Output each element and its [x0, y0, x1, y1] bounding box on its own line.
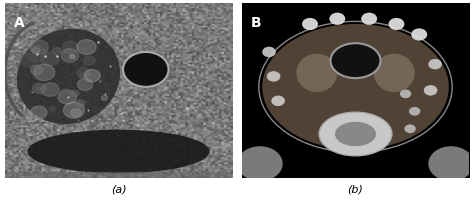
- Circle shape: [30, 107, 47, 119]
- Text: (a): (a): [111, 184, 126, 194]
- Circle shape: [33, 84, 46, 94]
- Circle shape: [271, 96, 285, 106]
- Circle shape: [83, 57, 95, 66]
- Circle shape: [400, 90, 411, 99]
- Circle shape: [70, 55, 75, 59]
- Circle shape: [123, 53, 169, 87]
- Circle shape: [302, 19, 318, 31]
- Circle shape: [237, 146, 283, 181]
- Circle shape: [41, 53, 59, 67]
- Circle shape: [53, 48, 61, 55]
- Circle shape: [404, 125, 416, 134]
- Circle shape: [21, 55, 38, 68]
- Ellipse shape: [374, 54, 415, 93]
- Ellipse shape: [17, 29, 120, 125]
- Circle shape: [26, 46, 47, 63]
- Circle shape: [58, 91, 76, 105]
- Circle shape: [77, 68, 91, 79]
- Circle shape: [34, 65, 55, 81]
- Circle shape: [424, 86, 438, 96]
- Circle shape: [61, 90, 68, 95]
- Circle shape: [62, 42, 79, 54]
- Circle shape: [32, 48, 40, 55]
- Circle shape: [428, 60, 442, 70]
- Circle shape: [64, 103, 84, 119]
- Bar: [5, 173, 232, 178]
- Text: (b): (b): [347, 184, 364, 194]
- Text: B: B: [251, 16, 262, 30]
- Circle shape: [30, 41, 48, 55]
- Ellipse shape: [27, 130, 210, 173]
- Ellipse shape: [335, 122, 376, 146]
- Circle shape: [30, 66, 43, 75]
- Circle shape: [361, 14, 377, 26]
- Circle shape: [82, 47, 88, 53]
- Circle shape: [80, 73, 87, 78]
- Circle shape: [77, 40, 96, 55]
- Circle shape: [71, 109, 82, 117]
- Circle shape: [36, 87, 41, 91]
- Circle shape: [428, 146, 474, 181]
- Ellipse shape: [296, 54, 337, 93]
- Circle shape: [61, 49, 79, 63]
- Circle shape: [409, 107, 420, 116]
- Circle shape: [77, 79, 93, 91]
- Ellipse shape: [262, 25, 449, 150]
- Circle shape: [411, 29, 427, 41]
- Circle shape: [329, 14, 345, 26]
- Circle shape: [75, 101, 85, 108]
- Circle shape: [84, 70, 100, 82]
- Circle shape: [41, 83, 59, 97]
- Text: A: A: [14, 16, 25, 30]
- Circle shape: [262, 47, 276, 58]
- Ellipse shape: [319, 113, 392, 156]
- Circle shape: [101, 96, 108, 101]
- Circle shape: [389, 19, 404, 31]
- Circle shape: [71, 91, 79, 97]
- Ellipse shape: [330, 44, 381, 79]
- Circle shape: [49, 107, 55, 112]
- Circle shape: [267, 72, 281, 82]
